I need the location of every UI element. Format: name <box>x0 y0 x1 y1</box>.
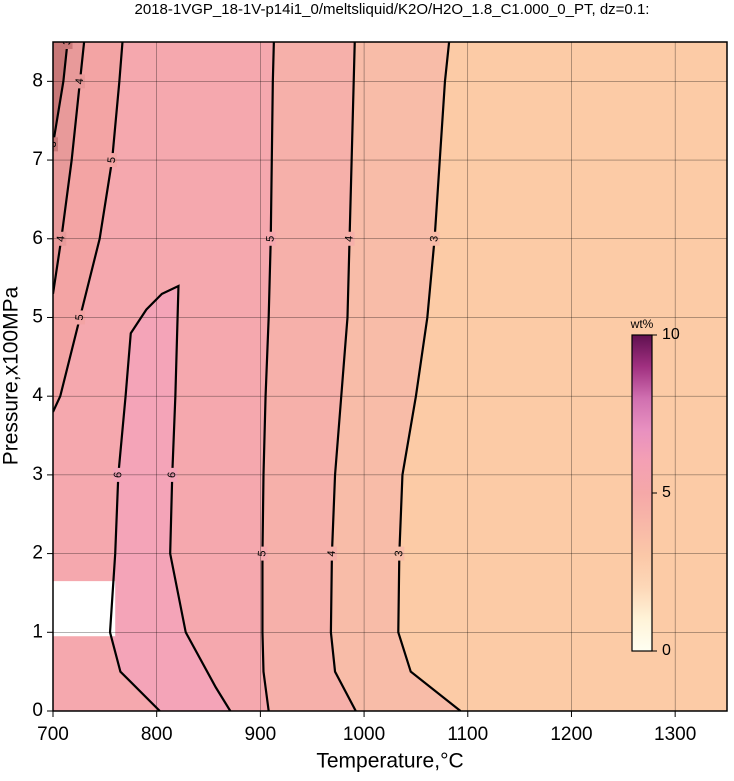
colorbar-tick-label: 5 <box>662 484 671 501</box>
overlay: 700 800 900 1000 1100 1200 1300 0 1 2 3 4 5 6 7 8 wt% 0 5 1… <box>32 41 728 745</box>
x-tick-label: 1000 <box>343 724 385 745</box>
y-tick-label: 5 <box>32 306 43 327</box>
contour-label: 3 <box>47 141 59 148</box>
contour-label-bg <box>53 137 58 152</box>
y-axis-label: Pressure,x100MPa <box>0 286 23 465</box>
colorbar <box>631 334 653 652</box>
y-tick-label: 0 <box>32 700 43 721</box>
contour-line <box>108 284 232 711</box>
colorbar-tick-label: 10 <box>662 326 680 343</box>
contour-label-bg <box>62 42 73 49</box>
contour-fill <box>53 285 231 711</box>
colorbar-tick-label: 0 <box>662 642 671 659</box>
x-axis-label: Temperature,°C <box>316 750 463 773</box>
x-tick-label: 800 <box>141 724 173 745</box>
contour-fill <box>53 42 85 294</box>
y-tick-label: 1 <box>32 621 43 642</box>
y-tick-label: 2 <box>32 543 43 564</box>
x-tick-label: 1300 <box>654 724 696 745</box>
chart-title: 2018-1VGP_18-1V-p14i1_0/meltsliquid/K2O/… <box>135 1 650 18</box>
y-tick-label: 6 <box>32 228 43 249</box>
y-tick-label: 3 <box>32 464 43 485</box>
contour-label: 3 <box>61 38 73 45</box>
y-tick-label: 4 <box>32 385 43 406</box>
x-tick-label: 1200 <box>550 724 592 745</box>
y-tick-label: 7 <box>32 149 43 170</box>
no-data <box>53 581 116 637</box>
plot-frame <box>52 41 728 712</box>
x-tick-label: 700 <box>37 724 69 745</box>
colorbar-label: wt% <box>630 317 654 331</box>
x-tick-label: 900 <box>245 724 277 745</box>
x-tick-label: 1100 <box>447 724 488 745</box>
y-tick-label: 8 <box>32 70 43 91</box>
